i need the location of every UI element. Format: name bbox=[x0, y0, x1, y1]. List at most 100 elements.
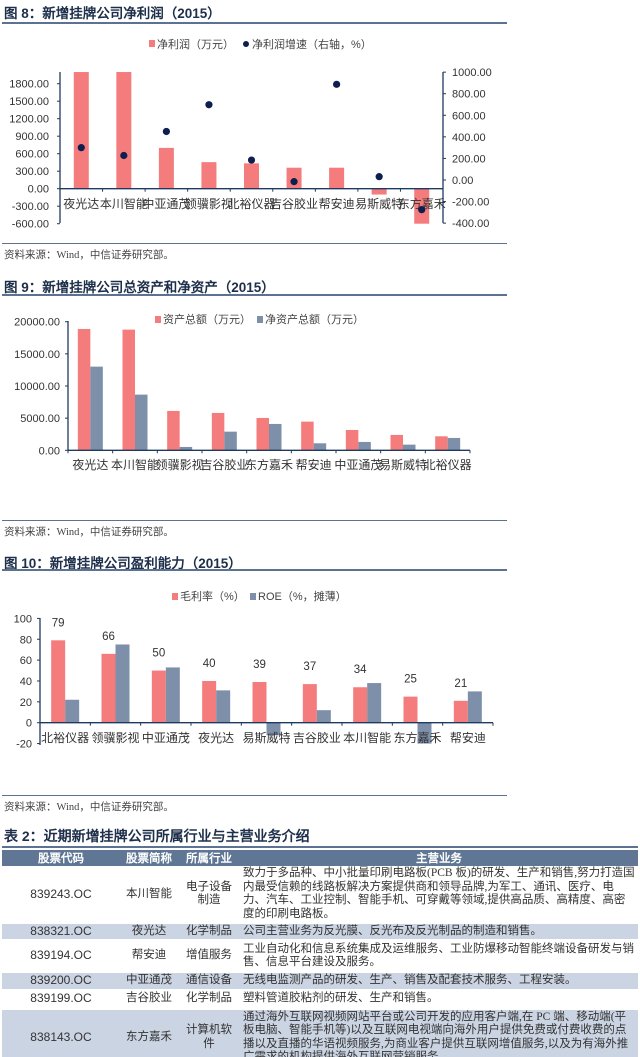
bar-net-profit bbox=[329, 167, 345, 189]
cell-business: 塑料管道胶粘剂的研发、生产和销售。 bbox=[240, 989, 638, 1010]
left-tick-label: 0.00 bbox=[28, 184, 49, 196]
y-tick-label: 80 bbox=[20, 634, 32, 646]
legend-label: ROE（%，摊薄） bbox=[258, 589, 347, 603]
category-label: 吉谷胶业 bbox=[293, 730, 341, 745]
legend-swatch-growth bbox=[243, 41, 249, 47]
figure-9-title: 图 9：新增挂牌公司总资产和净资产（2015） bbox=[4, 280, 275, 295]
y-tick-label: 0 bbox=[26, 718, 32, 730]
category-label: 夜光达 bbox=[198, 730, 234, 745]
divider bbox=[2, 520, 507, 521]
y-tick-label: 100 bbox=[14, 613, 32, 625]
cell-code: 838321.OC bbox=[2, 923, 120, 940]
legend-swatch bbox=[155, 316, 161, 323]
bar bbox=[302, 684, 317, 723]
company-table: 股票代码 股票简称 所属行业 主营业务 839243.OC 本川智能 电子设备制造致… bbox=[2, 850, 638, 1057]
category-label: 吉谷胶业 bbox=[200, 457, 248, 472]
data-label: 39 bbox=[253, 659, 266, 671]
bar bbox=[367, 683, 382, 723]
y-tick-label: 5000.00 bbox=[20, 413, 60, 425]
cell-business: 致力于多品种、中小批量印刷电路板(PCB 板)的研发、生产和销售,努力打造国内最… bbox=[240, 866, 638, 924]
y-tick-label: 0.00 bbox=[39, 445, 60, 457]
table-row: 839199.OC 吉谷胶业 化学制品 塑料管道胶粘剂的研发、生产和销售。 bbox=[2, 989, 638, 1010]
divider bbox=[2, 569, 507, 571]
bar bbox=[77, 328, 91, 451]
category-label: 易斯威特 bbox=[355, 196, 403, 211]
point-growth bbox=[120, 151, 128, 160]
point-growth bbox=[333, 80, 341, 88]
point-growth bbox=[205, 101, 213, 109]
data-label: 50 bbox=[152, 648, 165, 660]
legend-label: 净资产总额（万元） bbox=[265, 312, 364, 326]
y-tick-label: 15000.00 bbox=[14, 349, 60, 361]
data-label: 66 bbox=[102, 631, 115, 643]
y-tick-label: 60 bbox=[20, 655, 32, 667]
bar bbox=[313, 443, 327, 451]
cell-code: 838143.OC bbox=[2, 1009, 120, 1057]
cell-business: 公司主营业务为反光膜、反光布及反光制品的制造和销售。 bbox=[240, 923, 638, 940]
bar bbox=[202, 680, 217, 723]
bar bbox=[216, 690, 231, 723]
category-label: 领骥影视 bbox=[185, 196, 233, 211]
cell-code: 839200.OC bbox=[2, 972, 120, 990]
cell-business: 无线电监测产品的研发、生产、销售及配套技术服务、工程安装。 bbox=[240, 972, 638, 990]
bar bbox=[358, 441, 371, 451]
bar bbox=[224, 431, 237, 451]
point-growth bbox=[162, 127, 170, 136]
cell-industry: 计算机软件 bbox=[178, 1009, 240, 1057]
cell-industry: 化学制品 bbox=[178, 923, 240, 940]
legend-swatch bbox=[257, 316, 263, 323]
bar bbox=[403, 444, 416, 451]
point-growth bbox=[290, 178, 298, 186]
data-label: 21 bbox=[454, 678, 467, 690]
y-tick-label: 10000.00 bbox=[14, 381, 60, 393]
category-label: 东方嘉禾 bbox=[245, 457, 293, 472]
header-name: 股票简称 bbox=[120, 850, 178, 866]
bar bbox=[151, 670, 166, 723]
category-label: 本川智能 bbox=[343, 730, 391, 745]
divider bbox=[2, 846, 638, 848]
bar bbox=[316, 710, 331, 723]
right-tick-label: -200.00 bbox=[452, 197, 489, 209]
category-label: 夜光达 bbox=[63, 196, 99, 211]
category-label: 中亚通茂 bbox=[142, 196, 190, 211]
table-row: 838143.OC 东方嘉禾 计算机软件 通过海外互联网视频网站平台或公司开发的应用客… bbox=[2, 1009, 638, 1057]
cell-name: 中亚通茂 bbox=[120, 972, 178, 990]
data-label: 40 bbox=[203, 658, 216, 670]
bar bbox=[269, 423, 282, 451]
bar-net-profit bbox=[73, 72, 89, 189]
table-row: 838321.OC 夜光达 化学制品 公司主营业务为反光膜、反光布及反光制品的制造和销… bbox=[2, 923, 638, 940]
bar bbox=[266, 722, 281, 736]
cell-industry: 增值服务 bbox=[178, 939, 240, 973]
bar bbox=[51, 640, 66, 723]
category-label: 北裕仪器 bbox=[227, 196, 275, 211]
bar bbox=[435, 436, 448, 451]
figure-9-source: 资料来源：Wind，中信证券研究部。 bbox=[4, 527, 174, 538]
right-tick-label: 200.00 bbox=[452, 153, 486, 165]
category-label: 领骥影视 bbox=[91, 730, 139, 745]
cell-code: 839243.OC bbox=[2, 866, 120, 924]
right-tick-label: 600.00 bbox=[452, 110, 486, 122]
category-label: 领骥影视 bbox=[156, 457, 204, 472]
category-label: 夜光达 bbox=[72, 457, 108, 472]
category-label: 东方嘉禾 bbox=[393, 730, 441, 745]
cell-name: 夜光达 bbox=[120, 923, 178, 940]
legend-swatch bbox=[172, 593, 178, 600]
net-profit-chart: 净利润（万元） 净利润增速（右轴，%） 夜光达 本川智能中亚通茂领骥影视北裕仪器吉谷胶… bbox=[9, 37, 492, 231]
point-growth bbox=[77, 144, 85, 152]
cell-business: 工业自动化和信息系统集成及运维服务、工业防爆移动智能终端设备研发与销售、信息平台… bbox=[240, 939, 638, 973]
bar bbox=[252, 682, 267, 723]
left-tick-label: -600.00 bbox=[12, 219, 49, 231]
bar bbox=[345, 429, 359, 451]
right-tick-label: 400.00 bbox=[452, 132, 486, 144]
cell-industry: 通信设备 bbox=[178, 972, 240, 990]
point-growth bbox=[418, 206, 426, 214]
table-row: 839194.OC 帮安迪 增值服务 工业自动化和信息系统集成及运维服务、工业防爆移动… bbox=[2, 939, 638, 973]
data-label: 79 bbox=[52, 617, 65, 629]
bar bbox=[90, 366, 103, 451]
legend-swatch bbox=[250, 593, 256, 600]
bar bbox=[353, 687, 368, 723]
data-label: 37 bbox=[303, 661, 316, 673]
category-label: 吉谷胶业 bbox=[270, 196, 318, 211]
category-label: 易斯威特 bbox=[379, 457, 427, 472]
figure-8-title: 图 8：新增挂牌公司净利润（2015） bbox=[4, 6, 221, 21]
